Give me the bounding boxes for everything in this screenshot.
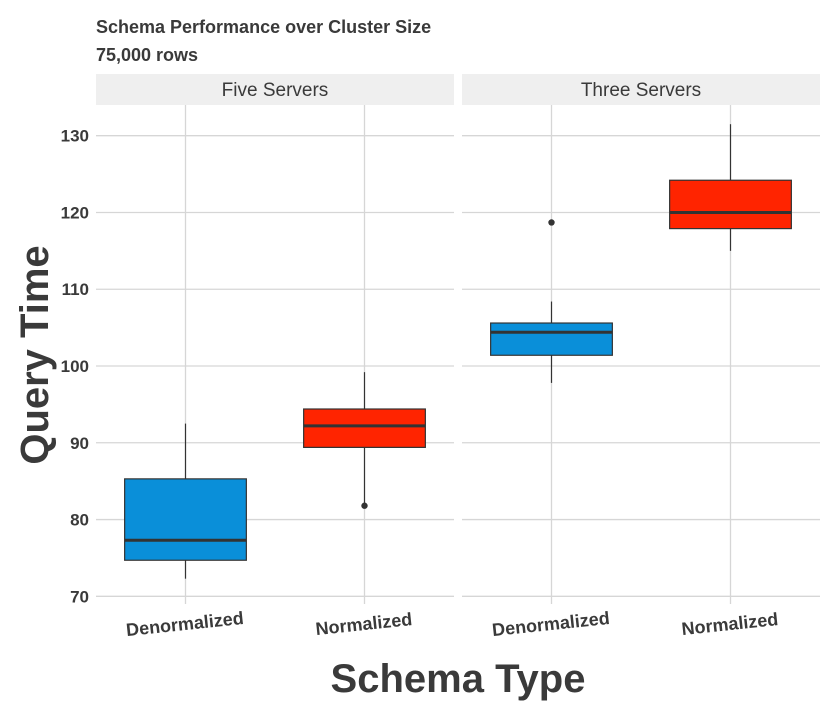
x-axis-title: Schema Type <box>331 657 586 701</box>
x-tick-label: Denormalized <box>125 608 244 640</box>
box-iqr <box>490 322 613 356</box>
y-tick-label: 80 <box>70 511 89 530</box>
y-tick-label: 130 <box>61 127 89 146</box>
box-denormalized <box>124 423 247 579</box>
chart-title: Schema Performance over Cluster Size <box>96 17 431 37</box>
y-tick-label: 90 <box>70 434 89 453</box>
facet-strip-label: Five Servers <box>222 80 329 101</box>
box-iqr <box>124 478 247 561</box>
y-axis: 70 80 90 100 110 120 130 <box>61 127 89 607</box>
box-normalized <box>303 372 426 509</box>
y-tick-label: 70 <box>70 587 89 606</box>
y-axis-title: Query Time <box>13 245 57 464</box>
y-tick-label: 110 <box>62 280 89 299</box>
x-tick-label: Normalized <box>315 609 414 639</box>
chart-subtitle: 75,000 rows <box>96 45 198 65</box>
facet-strip-label: Three Servers <box>581 80 701 101</box>
box-denormalized <box>490 219 613 383</box>
x-tick-label: Denormalized <box>491 608 610 640</box>
x-tick-label: Normalized <box>681 609 780 639</box>
outlier-point <box>548 219 555 226</box>
facet-strip <box>462 74 820 105</box>
facet-strip <box>96 74 454 105</box>
y-tick-label: 100 <box>61 357 89 376</box>
outlier-point <box>361 502 368 509</box>
facet-panel: Three Servers Denormalized Normalized <box>462 74 820 640</box>
y-tick-label: 120 <box>61 203 89 222</box>
box-iqr <box>669 179 792 230</box>
box-iqr <box>303 408 426 448</box>
box-normalized <box>669 124 792 251</box>
facet-panel: Five Servers Denormalized Normalized <box>96 74 454 640</box>
